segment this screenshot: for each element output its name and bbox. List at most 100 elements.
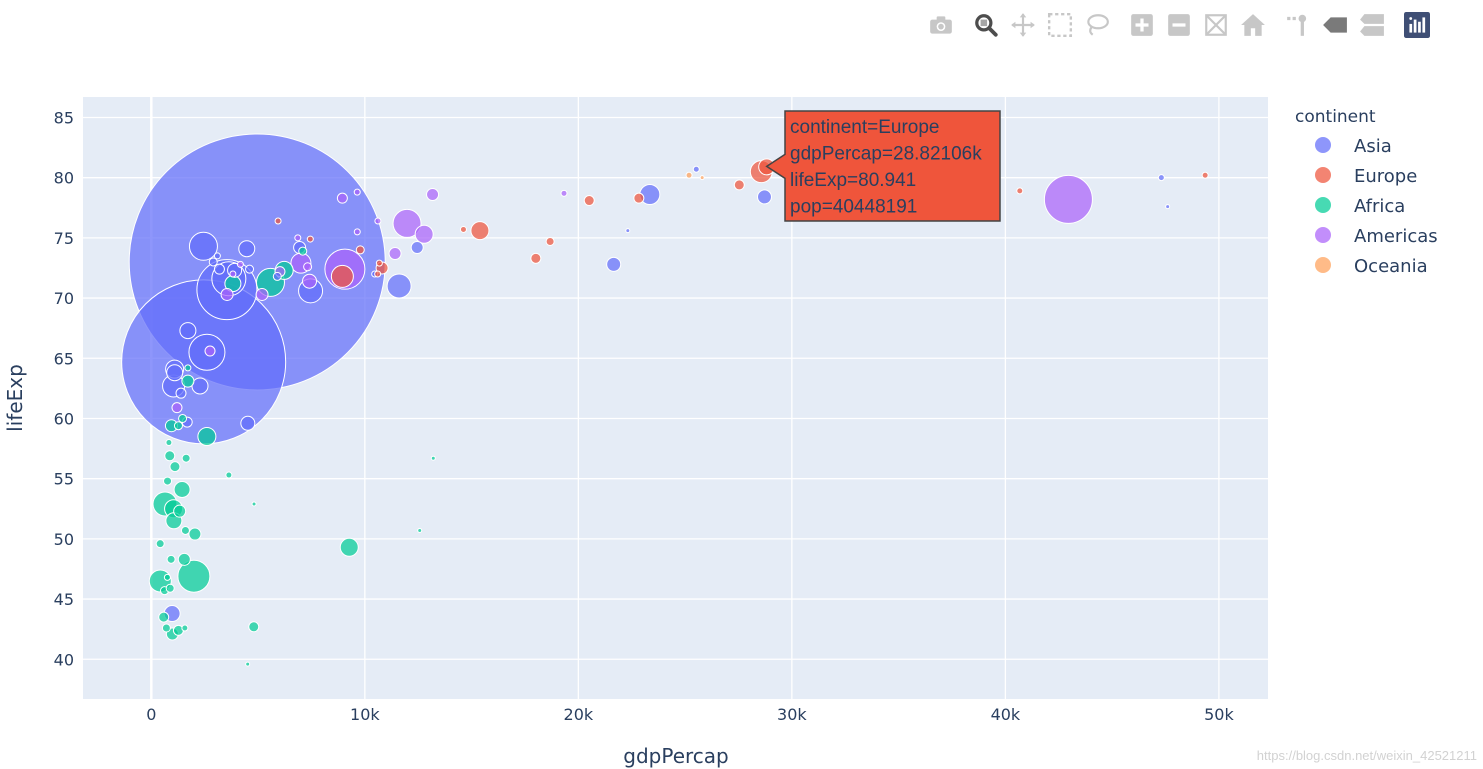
- data-point-europe[interactable]: [375, 259, 383, 267]
- data-point-asia[interactable]: [410, 241, 424, 254]
- data-point-americas[interactable]: [336, 192, 348, 204]
- data-point-africa[interactable]: [181, 624, 189, 632]
- data-point-africa[interactable]: [178, 413, 188, 423]
- data-point-americas[interactable]: [353, 228, 361, 236]
- data-point-asia[interactable]: [272, 271, 282, 281]
- data-point-africa[interactable]: [225, 471, 233, 479]
- data-point-africa[interactable]: [298, 246, 308, 256]
- data-point-europe[interactable]: [374, 270, 382, 278]
- data-point-africa[interactable]: [181, 374, 195, 388]
- data-point-africa[interactable]: [184, 364, 192, 372]
- data-point-asia[interactable]: [208, 257, 218, 267]
- data-point-africa[interactable]: [245, 661, 251, 667]
- data-point-americas[interactable]: [560, 189, 568, 197]
- data-point-africa[interactable]: [165, 439, 173, 447]
- pan-icon[interactable]: [1007, 9, 1039, 41]
- data-point-americas[interactable]: [392, 208, 422, 238]
- data-point-africa[interactable]: [177, 559, 211, 593]
- data-point-africa[interactable]: [163, 573, 171, 581]
- data-point-asia[interactable]: [756, 189, 772, 205]
- data-point-asia[interactable]: [692, 165, 700, 173]
- data-point-americas[interactable]: [353, 188, 361, 196]
- data-point-africa[interactable]: [173, 504, 187, 518]
- data-point-europe[interactable]: [306, 235, 314, 243]
- data-point-europe[interactable]: [330, 264, 354, 288]
- legend-item-africa[interactable]: Africa: [1354, 196, 1405, 217]
- data-point-europe[interactable]: [733, 179, 745, 191]
- data-point-africa[interactable]: [173, 421, 183, 431]
- data-point-africa[interactable]: [164, 450, 176, 462]
- data-point-africa[interactable]: [166, 554, 176, 564]
- zoom-out-icon[interactable]: [1163, 9, 1195, 41]
- data-point-asia[interactable]: [179, 322, 197, 340]
- data-point-americas[interactable]: [374, 217, 382, 225]
- data-point-europe[interactable]: [583, 195, 595, 207]
- data-point-americas[interactable]: [171, 402, 183, 414]
- data-point-africa[interactable]: [181, 453, 191, 463]
- data-point-americas[interactable]: [388, 247, 402, 261]
- data-point-africa[interactable]: [188, 527, 202, 541]
- data-point-europe[interactable]: [459, 225, 467, 233]
- data-point-asia[interactable]: [166, 364, 184, 382]
- data-point-asia[interactable]: [1165, 204, 1171, 210]
- data-point-americas[interactable]: [302, 273, 318, 289]
- data-point-africa[interactable]: [430, 455, 436, 461]
- data-point-americas[interactable]: [414, 224, 434, 244]
- data-point-asia[interactable]: [245, 264, 255, 274]
- data-point-europe[interactable]: [470, 221, 490, 241]
- data-point-asia[interactable]: [386, 273, 412, 299]
- data-point-africa[interactable]: [197, 427, 217, 447]
- data-point-europe[interactable]: [530, 252, 542, 264]
- data-point-africa[interactable]: [177, 552, 191, 566]
- hover-closest-icon[interactable]: [1319, 9, 1351, 41]
- data-point-oceania[interactable]: [685, 171, 693, 179]
- data-point-americas[interactable]: [204, 345, 216, 357]
- data-point-europe[interactable]: [1016, 187, 1024, 195]
- autoscale-icon[interactable]: [1200, 9, 1232, 41]
- data-point-asia[interactable]: [606, 256, 622, 272]
- data-point-europe[interactable]: [545, 236, 555, 246]
- data-point-africa[interactable]: [155, 539, 165, 549]
- box-select-icon[interactable]: [1044, 9, 1076, 41]
- data-point-africa[interactable]: [248, 621, 260, 633]
- data-point-africa[interactable]: [165, 583, 175, 593]
- data-point-europe[interactable]: [633, 192, 645, 204]
- data-point-americas[interactable]: [236, 260, 244, 268]
- data-point-asia[interactable]: [1157, 174, 1165, 182]
- zoom-icon[interactable]: [970, 9, 1002, 41]
- reset-axes-icon[interactable]: [1237, 9, 1269, 41]
- data-point-africa[interactable]: [163, 476, 173, 486]
- data-point-europe[interactable]: [355, 245, 365, 255]
- legend-item-asia[interactable]: Asia: [1354, 136, 1392, 157]
- legend-item-europe[interactable]: Europe: [1354, 166, 1417, 187]
- data-point-americas[interactable]: [426, 188, 440, 202]
- data-point-africa[interactable]: [180, 525, 190, 535]
- data-point-asia[interactable]: [175, 387, 187, 399]
- data-point-americas[interactable]: [1043, 174, 1093, 224]
- zoom-in-icon[interactable]: [1126, 9, 1158, 41]
- data-point-asia[interactable]: [213, 252, 221, 260]
- data-point-africa[interactable]: [417, 527, 423, 533]
- markers[interactable]: [121, 133, 1209, 667]
- data-point-asia[interactable]: [191, 377, 209, 395]
- data-point-americas[interactable]: [220, 287, 234, 301]
- data-point-asia[interactable]: [240, 415, 256, 431]
- data-point-africa[interactable]: [251, 501, 257, 507]
- data-point-africa[interactable]: [169, 461, 181, 473]
- data-point-asia[interactable]: [213, 263, 225, 275]
- hover-compare-icon[interactable]: [1356, 9, 1388, 41]
- camera-icon[interactable]: [925, 9, 957, 41]
- data-point-asia[interactable]: [188, 231, 218, 261]
- data-point-africa[interactable]: [158, 611, 170, 623]
- data-point-africa[interactable]: [173, 481, 191, 499]
- data-point-asia[interactable]: [238, 240, 256, 258]
- data-point-americas[interactable]: [303, 262, 313, 272]
- data-point-oceania[interactable]: [699, 175, 705, 181]
- legend-item-oceania[interactable]: Oceania: [1354, 256, 1428, 277]
- data-point-africa[interactable]: [161, 623, 171, 633]
- data-point-europe[interactable]: [1201, 171, 1209, 179]
- data-point-asia[interactable]: [625, 228, 631, 234]
- data-point-americas[interactable]: [255, 287, 269, 301]
- data-point-americas[interactable]: [229, 270, 237, 278]
- data-point-americas[interactable]: [294, 234, 302, 242]
